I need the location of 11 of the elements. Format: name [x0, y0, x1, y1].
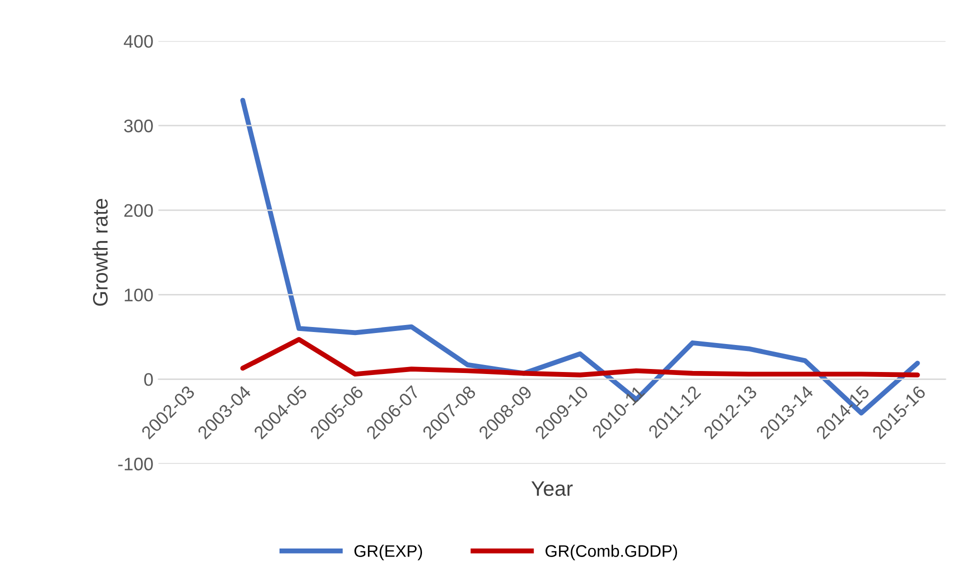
y-tick-label: 100: [124, 288, 153, 302]
y-tick-label: 200: [124, 204, 153, 217]
y-tick-label: 300: [124, 120, 153, 132]
y-tick-label: 400: [124, 35, 153, 48]
y-tick-label: 0: [144, 373, 153, 386]
x-axis-title: Year: [531, 481, 573, 496]
legend-label: GR(EXP): [354, 544, 422, 560]
y-axis-title: Growth rate: [92, 198, 108, 306]
legend-label: GR(Comb.GDDP): [546, 544, 678, 560]
y-tick-label: -100: [118, 458, 153, 470]
line-series: [240, 337, 920, 378]
